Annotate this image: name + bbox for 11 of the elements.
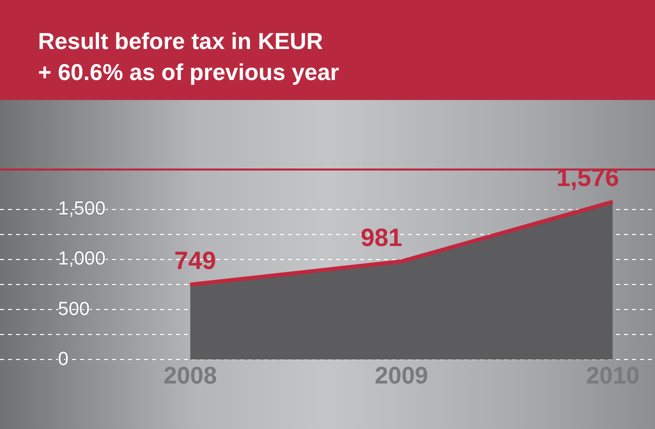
x-tick-label: 2008 bbox=[163, 362, 217, 390]
y-tick-label: 1,000 bbox=[58, 248, 106, 270]
chart-subtitle: + 60.6% as of previous year bbox=[38, 58, 340, 87]
data-label: 1,576 bbox=[556, 164, 620, 192]
x-tick-label: 2009 bbox=[374, 362, 428, 390]
y-tick-label: 1,500 bbox=[58, 198, 106, 220]
y-tick-label: 500 bbox=[58, 298, 90, 320]
chart-title: Result before tax in KEUR bbox=[38, 27, 324, 56]
data-label: 749 bbox=[174, 247, 216, 276]
data-label: 981 bbox=[360, 224, 402, 252]
y-tick-label: 0 bbox=[58, 348, 69, 370]
